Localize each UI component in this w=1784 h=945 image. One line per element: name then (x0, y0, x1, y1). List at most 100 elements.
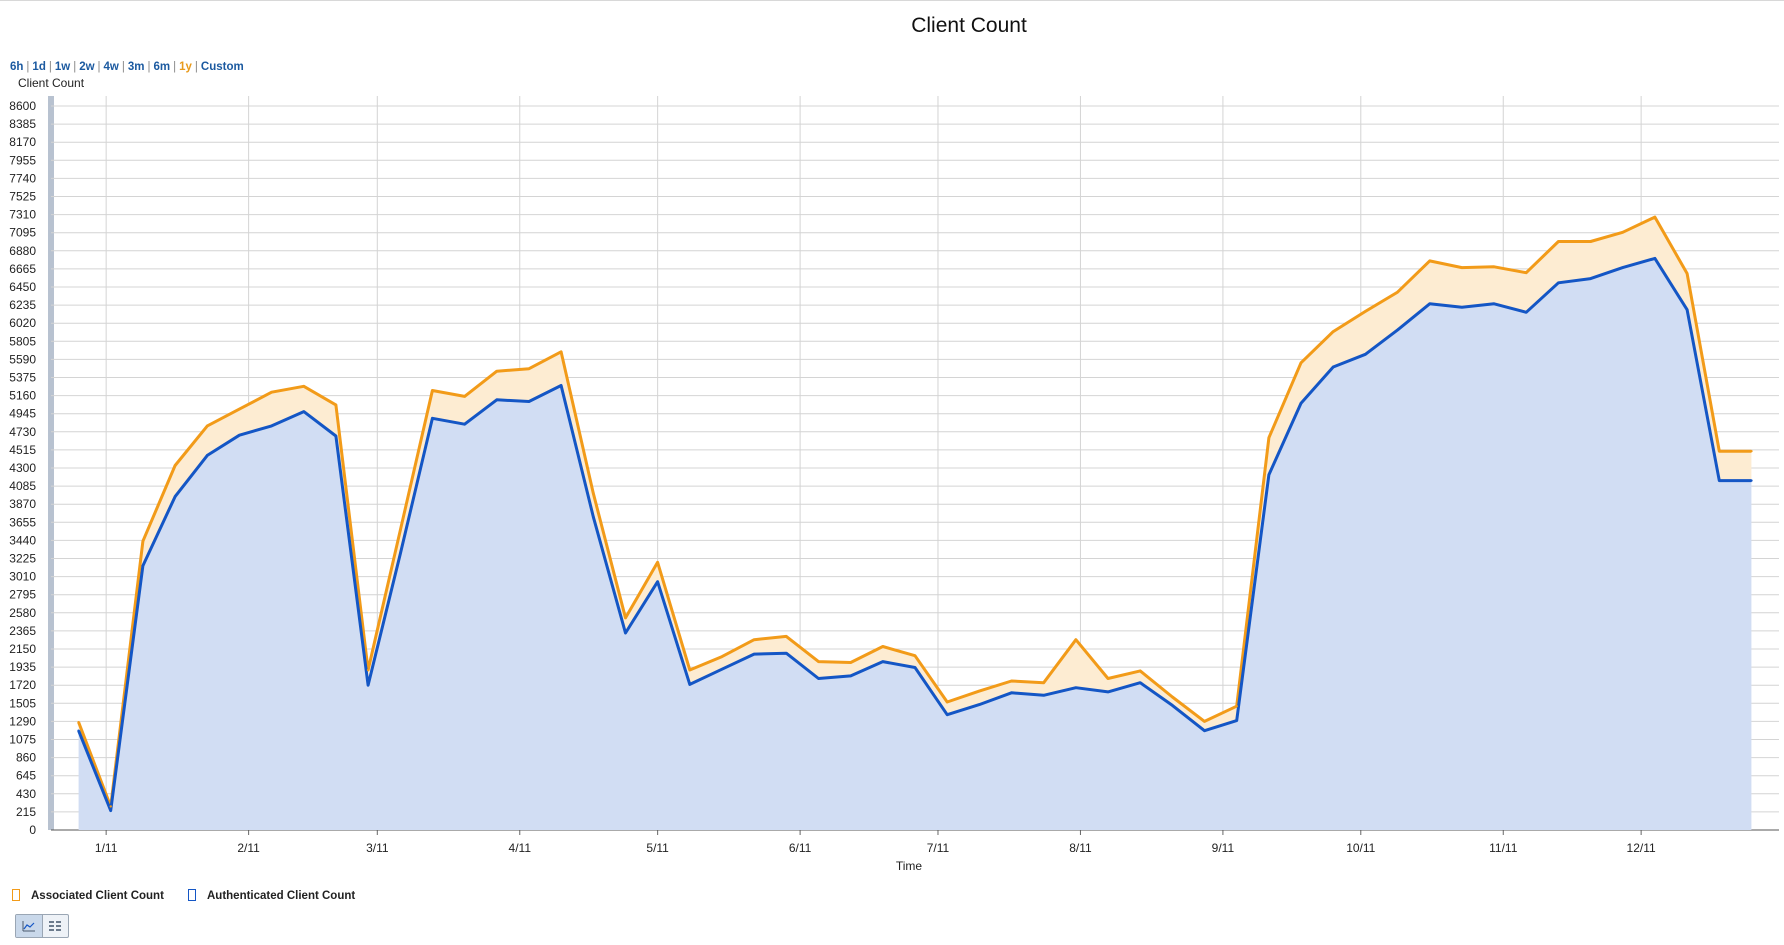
authenticated-point (302, 410, 305, 413)
associated-point (399, 529, 402, 532)
associated-point (817, 660, 820, 663)
associated-point (688, 668, 692, 672)
associated-point (495, 369, 498, 373)
authenticated-point (1492, 302, 1496, 306)
authenticated-point (1138, 681, 1142, 684)
range-4w[interactable]: 4w (103, 61, 119, 73)
authenticated-point (752, 652, 756, 656)
y-tick-label: 860 (16, 751, 36, 765)
associated-point (1750, 449, 1753, 453)
authenticated-point (881, 660, 885, 663)
y-tick-label: 3440 (9, 533, 36, 547)
legend-label-associated: Associated Client Count (31, 890, 164, 902)
authenticated-point (624, 631, 627, 635)
authenticated-point (495, 398, 498, 402)
time-range-selector: 6h | 1d | 1w | 2w | 4w | 3m | 6m | 1y | Custom (10, 61, 244, 73)
authenticated-point (1299, 401, 1303, 405)
associated-point (720, 655, 724, 658)
authenticated-point (688, 683, 692, 686)
range-1w[interactable]: 1w (54, 61, 71, 73)
associated-point (1396, 290, 1399, 294)
authenticated-point (1010, 691, 1013, 694)
authenticated-point (1267, 473, 1271, 476)
authenticated-point (463, 423, 466, 426)
authenticated-point (1718, 479, 1721, 482)
authenticated-point (656, 580, 659, 583)
associated-point (978, 689, 981, 693)
y-tick-label: 7310 (9, 208, 36, 222)
legend-authenticated[interactable]: Authenticated Client Count (188, 889, 355, 902)
authenticated-point (592, 515, 595, 519)
associated-point (1685, 272, 1689, 275)
x-tick-label: 2/11 (237, 841, 260, 855)
authenticated-point (173, 495, 177, 498)
x-tick-label: 12/11 (1627, 841, 1656, 855)
associated-point (1589, 240, 1592, 243)
y-tick-label: 4730 (9, 425, 36, 439)
range-6h[interactable]: 6h (10, 61, 24, 73)
associated-point (656, 561, 659, 564)
legend-swatch-authenticated (188, 889, 196, 901)
x-tick-label: 9/11 (1212, 841, 1235, 855)
table-view-icon (49, 921, 62, 931)
y-tick-label: 4085 (9, 479, 36, 493)
x-tick-label: 3/11 (366, 841, 389, 855)
y-tick-label: 5805 (9, 334, 36, 348)
authenticated-point (1171, 704, 1174, 707)
authenticated-point (1396, 328, 1399, 332)
associated-point (752, 638, 756, 641)
y-axis-label: Client Count (18, 76, 85, 90)
authenticated-point (1106, 690, 1110, 694)
table-view-button[interactable] (43, 915, 69, 937)
associated-point (1010, 679, 1013, 683)
range-1y[interactable]: 1y (179, 61, 192, 73)
range-2w[interactable]: 2w (79, 61, 95, 73)
y-tick-label: 7525 (9, 190, 36, 204)
view-toggle (15, 914, 69, 938)
range-3m[interactable]: 3m (127, 61, 145, 73)
legend-swatch-associated (12, 889, 20, 901)
associated-point (431, 389, 434, 392)
authenticated-point (1557, 281, 1560, 284)
authenticated-point (1428, 302, 1431, 306)
authenticated-point (1525, 311, 1528, 314)
range-1d[interactable]: 1d (32, 61, 46, 73)
associated-point (1653, 215, 1657, 219)
authenticated-point (399, 552, 402, 556)
authenticated-point (849, 674, 852, 678)
authenticated-point (1235, 719, 1238, 722)
range-separator: | (194, 61, 198, 73)
y-tick-label: 4945 (9, 407, 36, 421)
y-tick-label: 645 (16, 769, 36, 783)
authenticated-point (1332, 365, 1335, 369)
associated-point (109, 805, 112, 808)
associated-point (366, 668, 370, 672)
associated-point (1621, 231, 1624, 234)
range-custom[interactable]: Custom (200, 61, 244, 73)
chart-view-button[interactable] (16, 915, 43, 937)
y-tick-label: 4300 (9, 461, 36, 475)
associated-point (334, 403, 338, 407)
x-tick-label: 10/11 (1346, 841, 1375, 855)
range-separator: | (97, 61, 101, 73)
legend-associated[interactable]: Associated Client Count (12, 889, 164, 902)
associated-point (141, 540, 145, 543)
associated-point (270, 391, 273, 394)
y-tick-label: 215 (16, 805, 36, 819)
x-tick-label: 8/11 (1069, 841, 1092, 855)
y-tick-label: 7095 (9, 226, 36, 240)
authenticated-point (720, 668, 724, 671)
associated-point (1460, 266, 1464, 269)
authenticated-point (270, 424, 273, 428)
range-6m[interactable]: 6m (153, 61, 171, 73)
y-scroll-strip[interactable] (48, 96, 54, 830)
authenticated-point (1685, 308, 1689, 311)
associated-point (77, 721, 80, 724)
authenticated-point (206, 454, 209, 457)
legend-label-authenticated: Authenticated Client Count (207, 890, 356, 902)
authenticated-point (978, 703, 981, 706)
y-tick-label: 3010 (9, 570, 36, 584)
y-tick-label: 8385 (9, 117, 36, 131)
associated-point (1042, 681, 1045, 684)
y-tick-label: 6880 (9, 244, 36, 258)
